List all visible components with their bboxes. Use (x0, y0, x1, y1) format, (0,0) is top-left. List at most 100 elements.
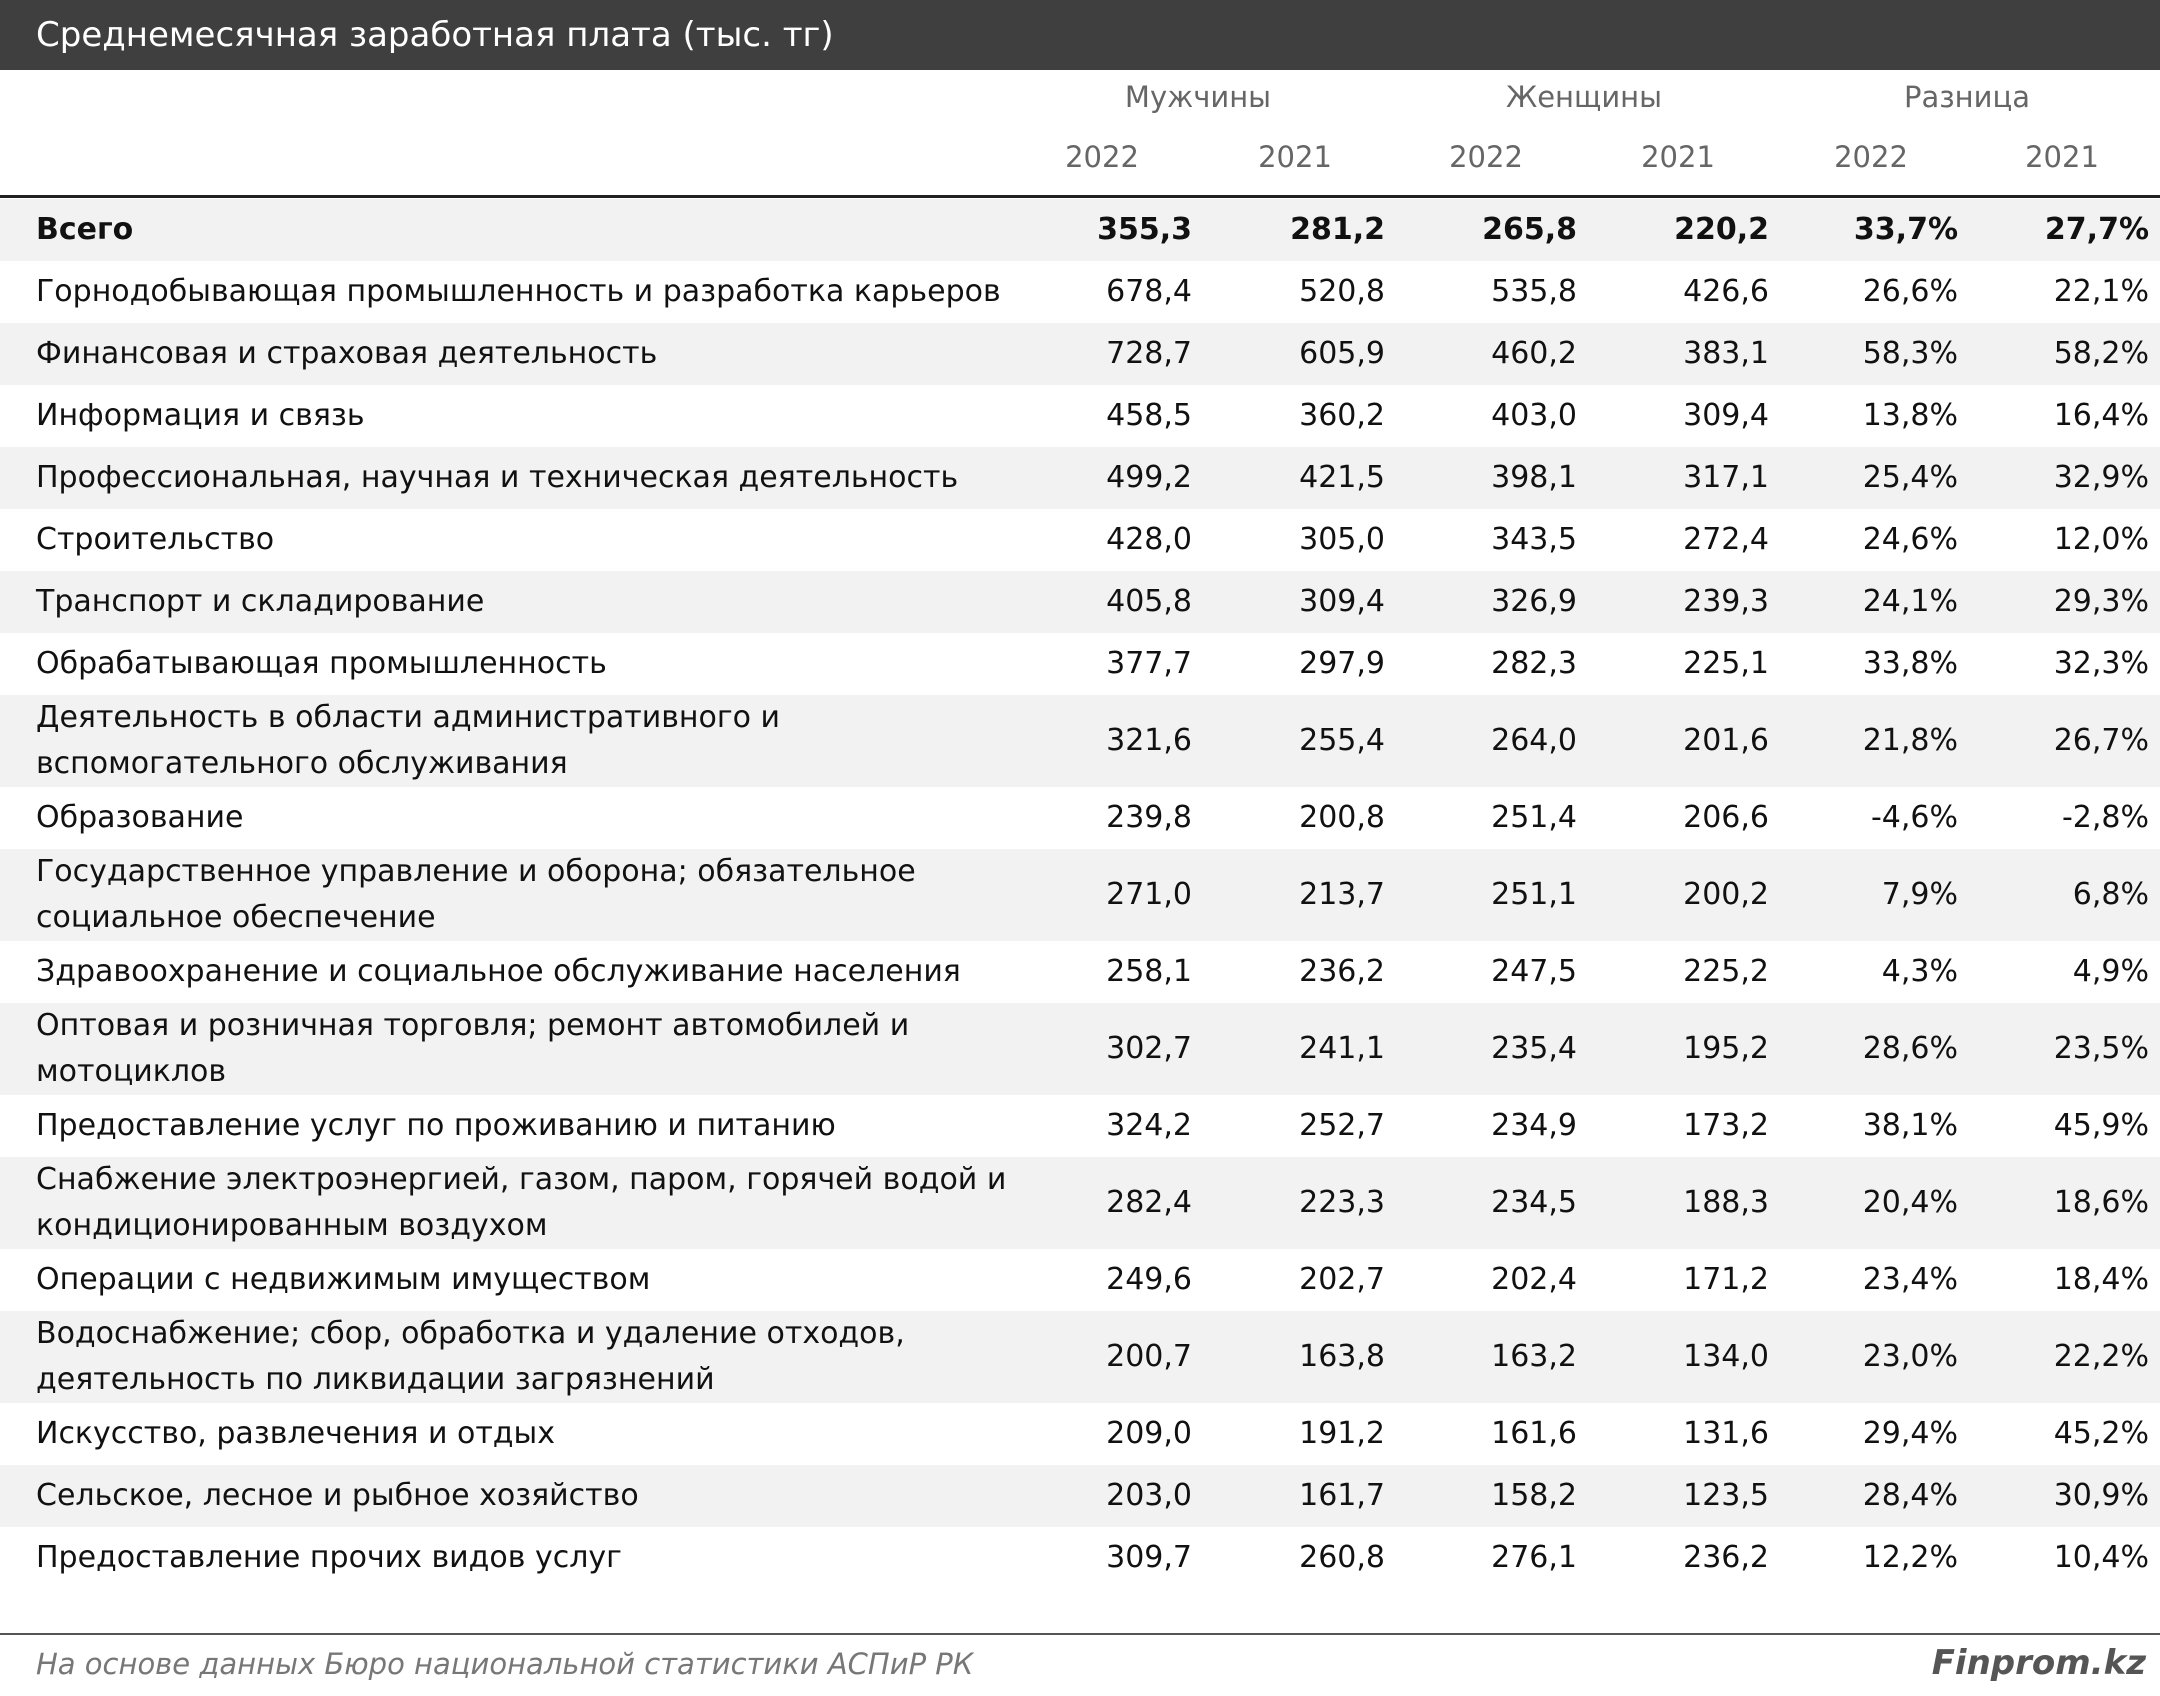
cell-value: 249,6 (1106, 1262, 1192, 1297)
table-row: Операции с недвижимым имуществом 249,6 202… (0, 1249, 2160, 1311)
cell-value: 426,6 (1683, 274, 1769, 309)
cell-value: 26,7% (2053, 723, 2149, 758)
cell-value: 499,2 (1106, 460, 1192, 495)
cell-value: 134,0 (1683, 1339, 1769, 1374)
table-row: Горнодобывающая промышленность и разрабо… (0, 261, 2160, 323)
cell-value: 12,0% (2053, 522, 2149, 557)
cell-value: 398,1 (1491, 460, 1577, 495)
cell-value: 28,6% (1862, 1031, 1958, 1066)
table-title: Среднемесячная заработная плата (тыс. тг… (0, 0, 2160, 70)
table-row: Деятельность в области административного… (0, 695, 2160, 787)
cell-value: 421,5 (1299, 460, 1385, 495)
cell-value: 45,9% (2053, 1108, 2149, 1143)
cell-value: 317,1 (1683, 460, 1769, 495)
cell-value: 272,4 (1683, 522, 1769, 557)
cell-value: 16,4% (2053, 398, 2149, 433)
cell-value: 161,6 (1491, 1416, 1577, 1451)
cell-value: 171,2 (1683, 1262, 1769, 1297)
year-header: 2022 (1065, 140, 1139, 174)
cell-value: 255,4 (1299, 723, 1385, 758)
row-label: Предоставление прочих видов услуг (36, 1540, 622, 1575)
year-header: 2021 (1641, 140, 1715, 174)
cell-value: 163,8 (1299, 1339, 1385, 1374)
cell-value: 282,3 (1491, 646, 1577, 681)
cell-value: 326,9 (1491, 584, 1577, 619)
cell-value: 173,2 (1683, 1108, 1769, 1143)
cell-value: 213,7 (1299, 877, 1385, 912)
cell-value: 282,4 (1106, 1185, 1192, 1220)
cell-value: 251,1 (1491, 877, 1577, 912)
row-label: Профессиональная, научная и техническая … (36, 460, 959, 495)
cell-value: 191,2 (1299, 1416, 1385, 1451)
footer-rule (0, 1633, 2160, 1635)
cell-value: 4,9% (2072, 954, 2149, 989)
cell-value: 22,2% (2053, 1339, 2149, 1374)
cell-value: 305,0 (1299, 522, 1385, 557)
row-label: Искусство, развлечения и отдых (36, 1416, 555, 1451)
cell-value: 271,0 (1106, 877, 1192, 912)
cell-value: 200,8 (1299, 800, 1385, 835)
cell-value: 188,3 (1683, 1185, 1769, 1220)
cell-value: 28,4% (1862, 1478, 1958, 1513)
year-header: 2022 (1449, 140, 1523, 174)
cell-value: 209,0 (1106, 1416, 1192, 1451)
cell-value: -4,6% (1870, 800, 1958, 835)
row-label: Информация и связь (36, 398, 365, 433)
table-row: Строительство 428,0 305,0 343,5 272,4 24,6% 12… (0, 509, 2160, 571)
row-label: Обрабатывающая промышленность (36, 646, 607, 681)
cell-value: 234,9 (1491, 1108, 1577, 1143)
cell-value: 23,4% (1862, 1262, 1958, 1297)
cell-value: 343,5 (1491, 522, 1577, 557)
cell-value: 728,7 (1106, 336, 1192, 371)
cell-value: 24,6% (1862, 522, 1958, 557)
year-header: 2022 (1834, 140, 1908, 174)
cell-value: 4,3% (1881, 954, 1958, 989)
cell-value: 25,4% (1862, 460, 1958, 495)
cell-value: 29,4% (1862, 1416, 1958, 1451)
cell-value: -2,8% (2061, 800, 2149, 835)
cell-value: 223,3 (1299, 1185, 1385, 1220)
header-rule (0, 195, 2160, 198)
cell-value: 58,3% (1862, 336, 1958, 371)
cell-value: 202,7 (1299, 1262, 1385, 1297)
cell-value: 32,3% (2053, 646, 2149, 681)
table-row: Снабжение электроэнергией, газом, паром,… (0, 1157, 2160, 1249)
table-row: Государственное управление и оборона; об… (0, 849, 2160, 941)
table-row: Финансовая и страховая деятельность 728,7… (0, 323, 2160, 385)
cell-value: 45,2% (2053, 1416, 2149, 1451)
cell-value: 123,5 (1683, 1478, 1769, 1513)
cell-value: 236,2 (1299, 954, 1385, 989)
cell-value: 383,1 (1683, 336, 1769, 371)
cell-value: 428,0 (1106, 522, 1192, 557)
cell-value: 131,6 (1683, 1416, 1769, 1451)
cell-value: 163,2 (1491, 1339, 1577, 1374)
cell-value: 22,1% (2053, 274, 2149, 309)
year-header: 2021 (2025, 140, 2099, 174)
row-label: Предоставление услуг по проживанию и пит… (36, 1108, 836, 1143)
row-label: Всего (36, 212, 134, 247)
group-header: Женщины (1505, 80, 1663, 114)
cell-value: 18,6% (2053, 1185, 2149, 1220)
row-label: Деятельность в области административного… (36, 700, 781, 781)
cell-value: 265,8 (1482, 212, 1577, 247)
cell-value: 24,1% (1862, 584, 1958, 619)
cell-value: 297,9 (1299, 646, 1385, 681)
cell-value: 203,0 (1106, 1478, 1192, 1513)
row-label: Транспорт и складирование (36, 584, 485, 619)
cell-value: 200,7 (1106, 1339, 1192, 1374)
cell-value: 20,4% (1862, 1185, 1958, 1220)
table-row: Водоснабжение; сбор, обработка и удалени… (0, 1311, 2160, 1403)
cell-value: 23,0% (1862, 1339, 1958, 1374)
cell-value: 239,8 (1106, 800, 1192, 835)
cell-value: 158,2 (1491, 1478, 1577, 1513)
cell-value: 260,8 (1299, 1540, 1385, 1575)
table-row: Обрабатывающая промышленность 377,7 297,9 2… (0, 633, 2160, 695)
row-label: Сельское, лесное и рыбное хозяйство (36, 1478, 639, 1513)
cell-value: 7,9% (1881, 877, 1958, 912)
cell-value: 321,6 (1106, 723, 1192, 758)
table-row: Оптовая и розничная торговля; ремонт авт… (0, 1003, 2160, 1095)
row-label: Водоснабжение; сбор, обработка и удалени… (36, 1316, 905, 1397)
row-label: Горнодобывающая промышленность и разрабо… (36, 274, 1001, 309)
table-row: Образование 239,8 200,8 251,4 206,6 -4,6% -2,8… (0, 787, 2160, 849)
cell-value: 458,5 (1106, 398, 1192, 433)
